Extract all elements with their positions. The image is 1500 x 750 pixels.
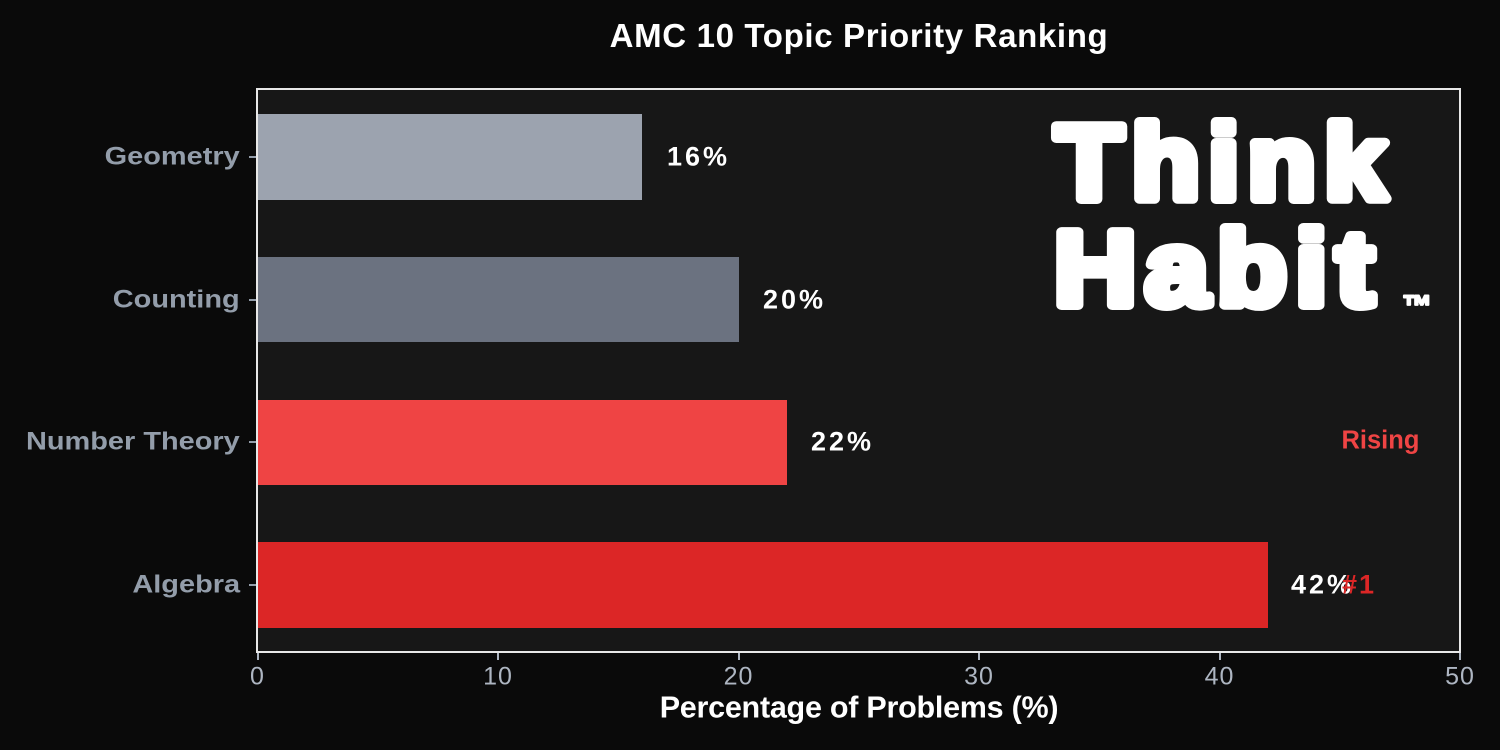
svg-text:™: ™ <box>1402 290 1432 323</box>
svg-text:Think: Think <box>1055 104 1395 223</box>
svg-text:Habit: Habit <box>1054 210 1382 328</box>
